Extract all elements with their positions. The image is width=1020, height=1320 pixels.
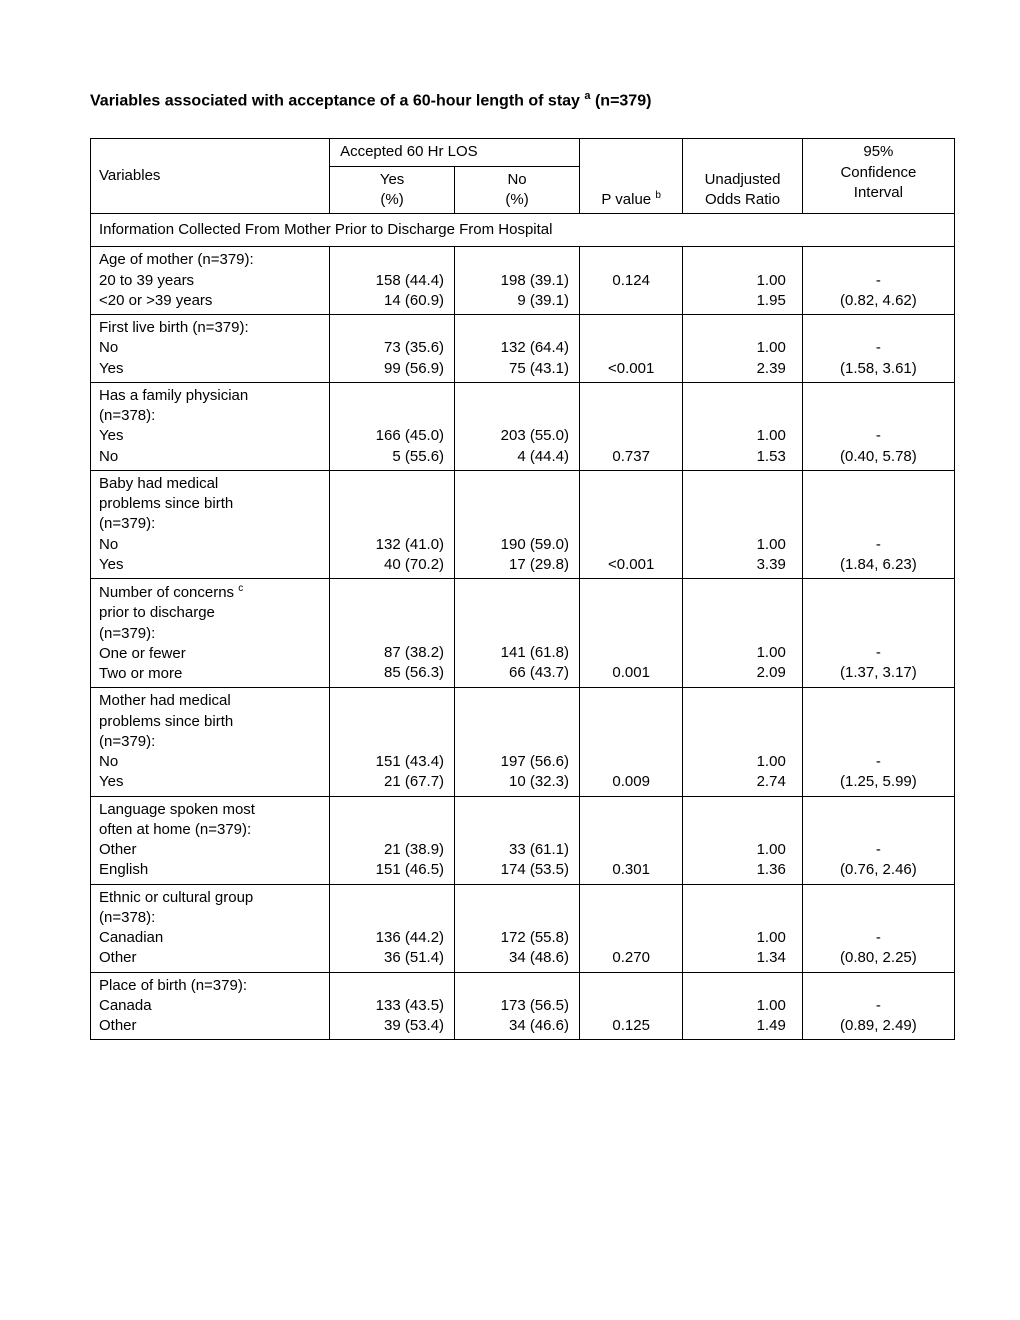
table-cell: 1.001.49 [683, 972, 803, 1040]
table-cell: 166 (45.0)5 (55.6) [330, 382, 455, 470]
table-cell: -(1.37, 3.17) [802, 579, 954, 688]
table-cell: 151 (43.4)21 (67.7) [330, 688, 455, 796]
table-cell: 1.001.53 [683, 382, 803, 470]
table-row: Has a family physician(n=378):YesNo 166 … [91, 382, 955, 470]
section-row: Information Collected From Mother Prior … [91, 214, 955, 247]
table-cell: -(0.89, 2.49) [802, 972, 954, 1040]
col-variables: Variables [91, 139, 330, 214]
table-cell: 0.124 [580, 247, 683, 315]
table-cell: 0.125 [580, 972, 683, 1040]
table-cell: Mother had medicalproblems since birth(n… [91, 688, 330, 796]
table-cell: 133 (43.5)39 (53.4) [330, 972, 455, 1040]
table-row: Age of mother (n=379):20 to 39 years<20 … [91, 247, 955, 315]
table-cell: -(1.25, 5.99) [802, 688, 954, 796]
table-cell: -(1.84, 6.23) [802, 470, 954, 578]
table-cell: 173 (56.5)34 (46.6) [455, 972, 580, 1040]
table-cell: Baby had medicalproblems since birth(n=3… [91, 470, 330, 578]
col-accepted: Accepted 60 Hr LOS [330, 139, 580, 166]
table-cell: 1.002.74 [683, 688, 803, 796]
table-row: Number of concerns cprior to discharge(n… [91, 579, 955, 688]
table-cell: 198 (39.1)9 (39.1) [455, 247, 580, 315]
table-row: Language spoken mostoften at home (n=379… [91, 796, 955, 884]
table-title: Variables associated with acceptance of … [90, 90, 955, 110]
table-row: Mother had medicalproblems since birth(n… [91, 688, 955, 796]
table-cell: -(0.40, 5.78) [802, 382, 954, 470]
table-body: Information Collected From Mother Prior … [91, 214, 955, 1040]
table-cell: 141 (61.8)66 (43.7) [455, 579, 580, 688]
table-cell: 0.001 [580, 579, 683, 688]
table-cell: 1.002.39 [683, 315, 803, 383]
col-pvalue: P value b [580, 139, 683, 214]
table-cell: <0.001 [580, 470, 683, 578]
col-ci: 95% Confidence Interval [802, 139, 954, 214]
table-cell: 87 (38.2)85 (56.3) [330, 579, 455, 688]
table-row: Ethnic or cultural group(n=378):Canadian… [91, 884, 955, 972]
table-cell: -(1.58, 3.61) [802, 315, 954, 383]
table-cell: 132 (64.4)75 (43.1) [455, 315, 580, 383]
table-header: Variables Accepted 60 Hr LOS P value b U… [91, 139, 955, 214]
table-row: Place of birth (n=379):CanadaOther 133 (… [91, 972, 955, 1040]
table-cell: Place of birth (n=379):CanadaOther [91, 972, 330, 1040]
table-cell: 33 (61.1)174 (53.5) [455, 796, 580, 884]
table-cell: Has a family physician(n=378):YesNo [91, 382, 330, 470]
table-cell: <0.001 [580, 315, 683, 383]
table-cell: First live birth (n=379):NoYes [91, 315, 330, 383]
table-cell: 1.002.09 [683, 579, 803, 688]
table-cell: 1.001.36 [683, 796, 803, 884]
table-cell: 73 (35.6)99 (56.9) [330, 315, 455, 383]
table-cell: 136 (44.2)36 (51.4) [330, 884, 455, 972]
table-cell: Language spoken mostoften at home (n=379… [91, 796, 330, 884]
table-cell: Number of concerns cprior to discharge(n… [91, 579, 330, 688]
table-cell: Age of mother (n=379):20 to 39 years<20 … [91, 247, 330, 315]
table-cell: 1.001.95 [683, 247, 803, 315]
table-cell: Ethnic or cultural group(n=378):Canadian… [91, 884, 330, 972]
table-cell: 0.009 [580, 688, 683, 796]
table-row: First live birth (n=379):NoYes 73 (35.6)… [91, 315, 955, 383]
table-cell: 132 (41.0)40 (70.2) [330, 470, 455, 578]
table-cell: 203 (55.0)4 (44.4) [455, 382, 580, 470]
col-yes: Yes (%) [330, 166, 455, 214]
table-cell: -(0.76, 2.46) [802, 796, 954, 884]
table-cell: 172 (55.8)34 (48.6) [455, 884, 580, 972]
table-cell: 0.270 [580, 884, 683, 972]
table-cell: 1.001.34 [683, 884, 803, 972]
table-cell: 0.737 [580, 382, 683, 470]
table-row: Baby had medicalproblems since birth(n=3… [91, 470, 955, 578]
table-cell: -(0.82, 4.62) [802, 247, 954, 315]
table-cell: 197 (56.6)10 (32.3) [455, 688, 580, 796]
table-cell: 1.003.39 [683, 470, 803, 578]
data-table: Variables Accepted 60 Hr LOS P value b U… [90, 138, 955, 1040]
table-cell: 0.301 [580, 796, 683, 884]
table-cell: 158 (44.4)14 (60.9) [330, 247, 455, 315]
table-cell: 21 (38.9)151 (46.5) [330, 796, 455, 884]
col-no: No (%) [455, 166, 580, 214]
table-cell: 190 (59.0)17 (29.8) [455, 470, 580, 578]
col-or: Unadjusted Odds Ratio [683, 139, 803, 214]
table-cell: -(0.80, 2.25) [802, 884, 954, 972]
